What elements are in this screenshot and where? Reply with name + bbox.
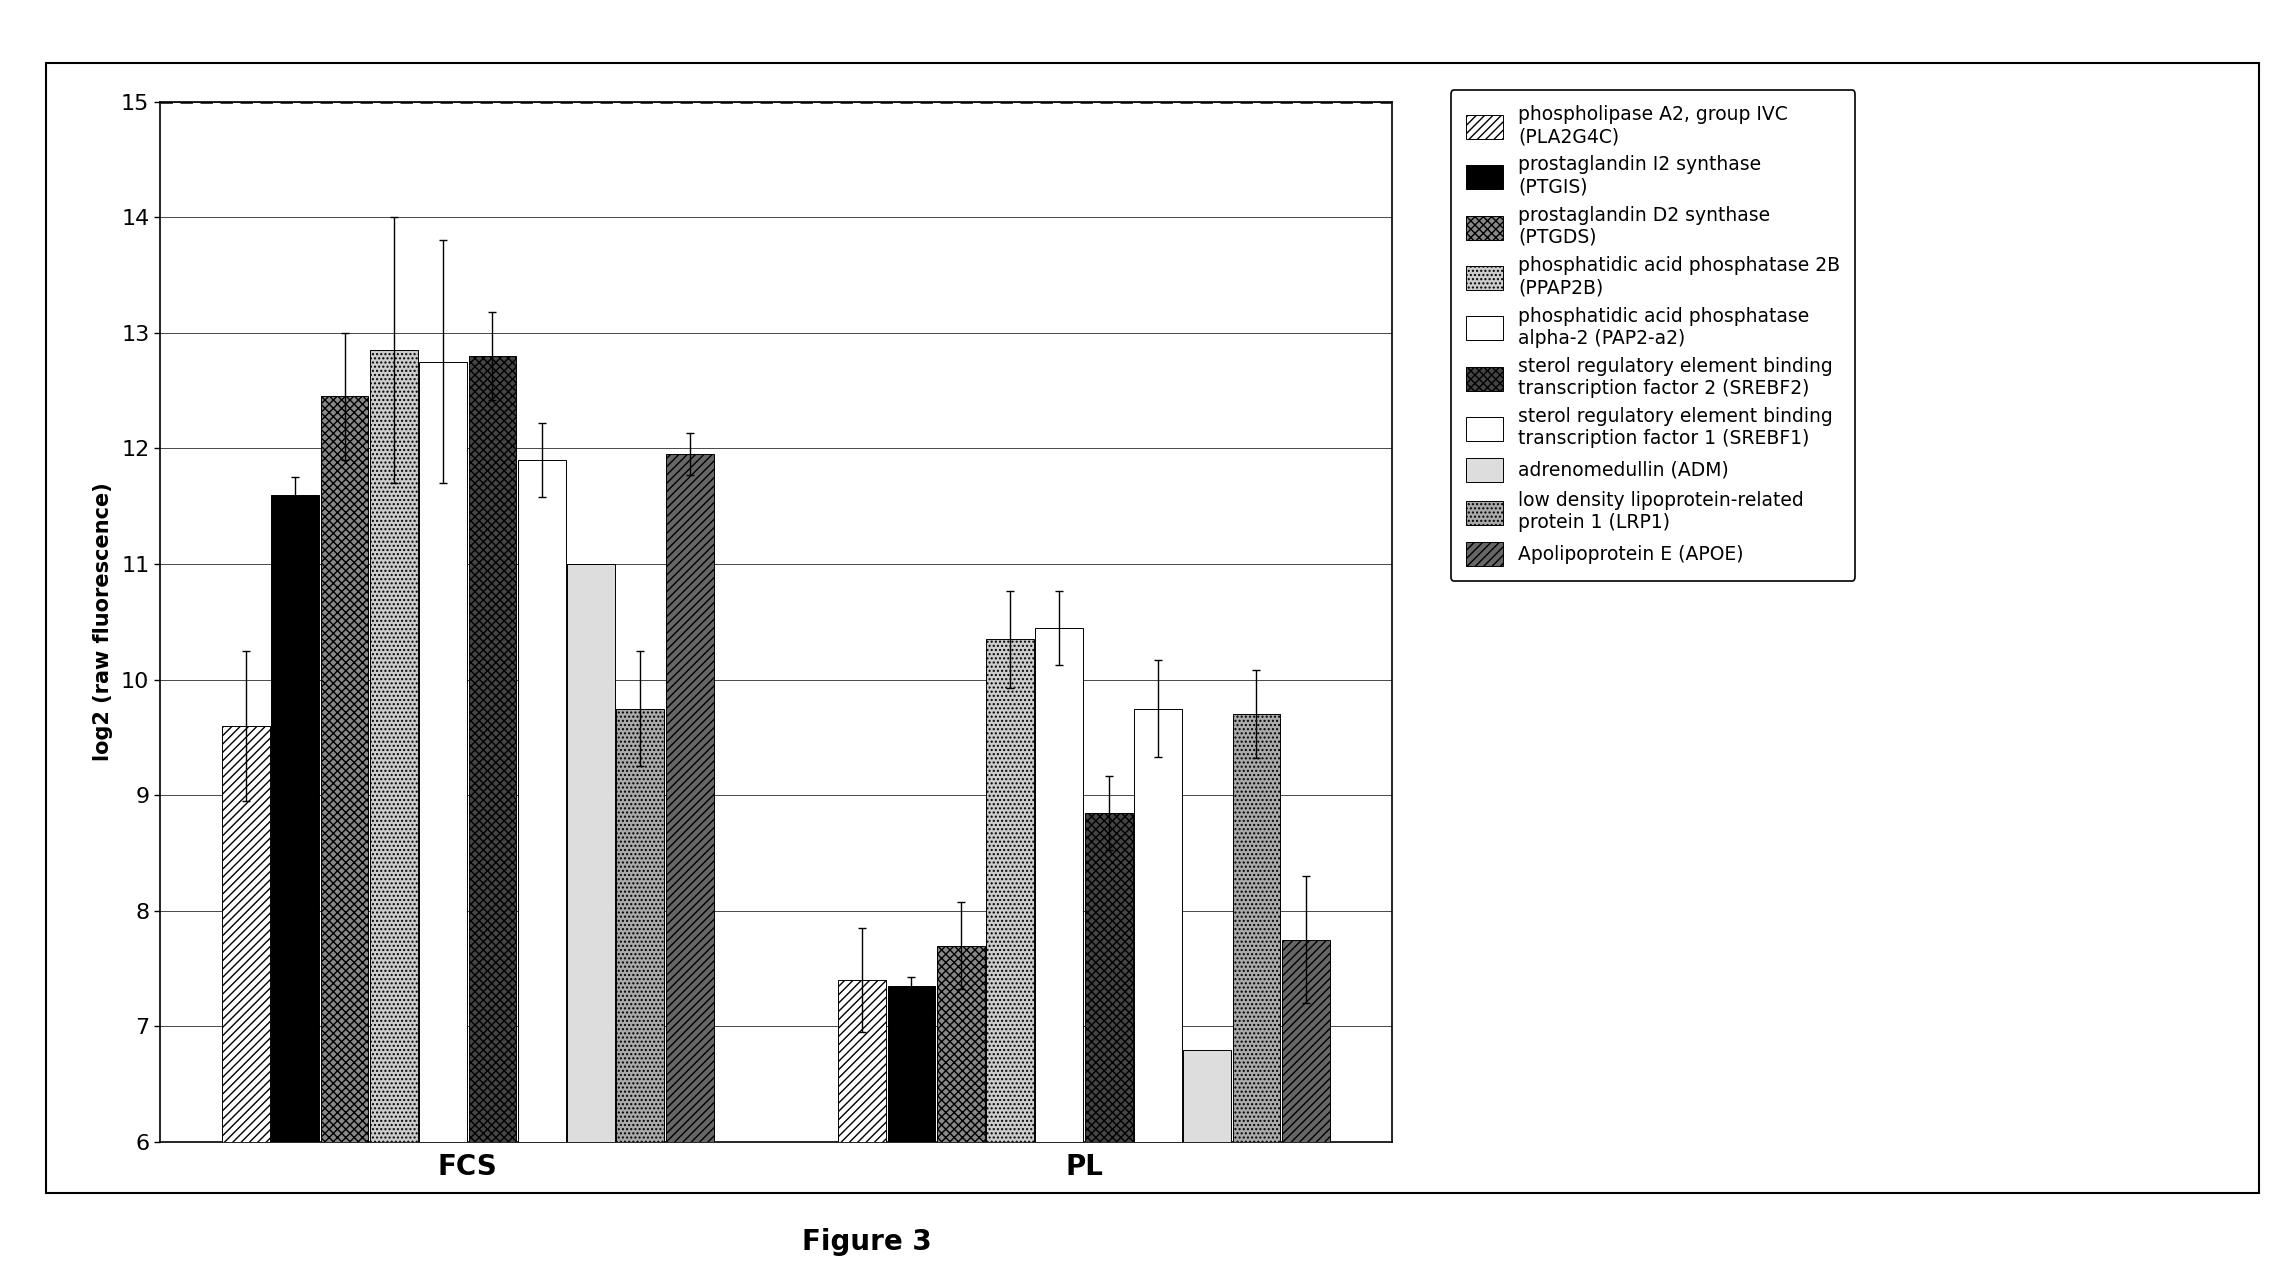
Bar — [420, 362, 468, 1142]
Bar — [322, 396, 367, 1142]
Bar — [518, 459, 566, 1142]
Bar — [1036, 628, 1084, 1142]
Bar — [1134, 708, 1182, 1142]
Bar — [616, 708, 664, 1142]
Bar — [221, 726, 269, 1142]
Bar — [272, 495, 319, 1142]
Bar — [938, 945, 984, 1142]
Bar — [370, 350, 418, 1142]
Legend: phospholipase A2, group IVC
(PLA2G4C), prostaglandin I2 synthase
(PTGIS), prosta: phospholipase A2, group IVC (PLA2G4C), p… — [1451, 90, 1855, 581]
Bar — [837, 980, 885, 1142]
Bar — [1084, 812, 1132, 1142]
Bar — [468, 355, 516, 1142]
Text: Figure 3: Figure 3 — [803, 1228, 931, 1256]
Bar — [888, 986, 936, 1142]
Bar — [666, 454, 714, 1142]
Bar — [1184, 1049, 1230, 1142]
Bar — [1232, 714, 1280, 1142]
Bar — [568, 563, 614, 1142]
Bar — [986, 640, 1034, 1142]
Y-axis label: log2 (raw fluorescence): log2 (raw fluorescence) — [94, 482, 112, 761]
Bar — [1282, 940, 1330, 1142]
